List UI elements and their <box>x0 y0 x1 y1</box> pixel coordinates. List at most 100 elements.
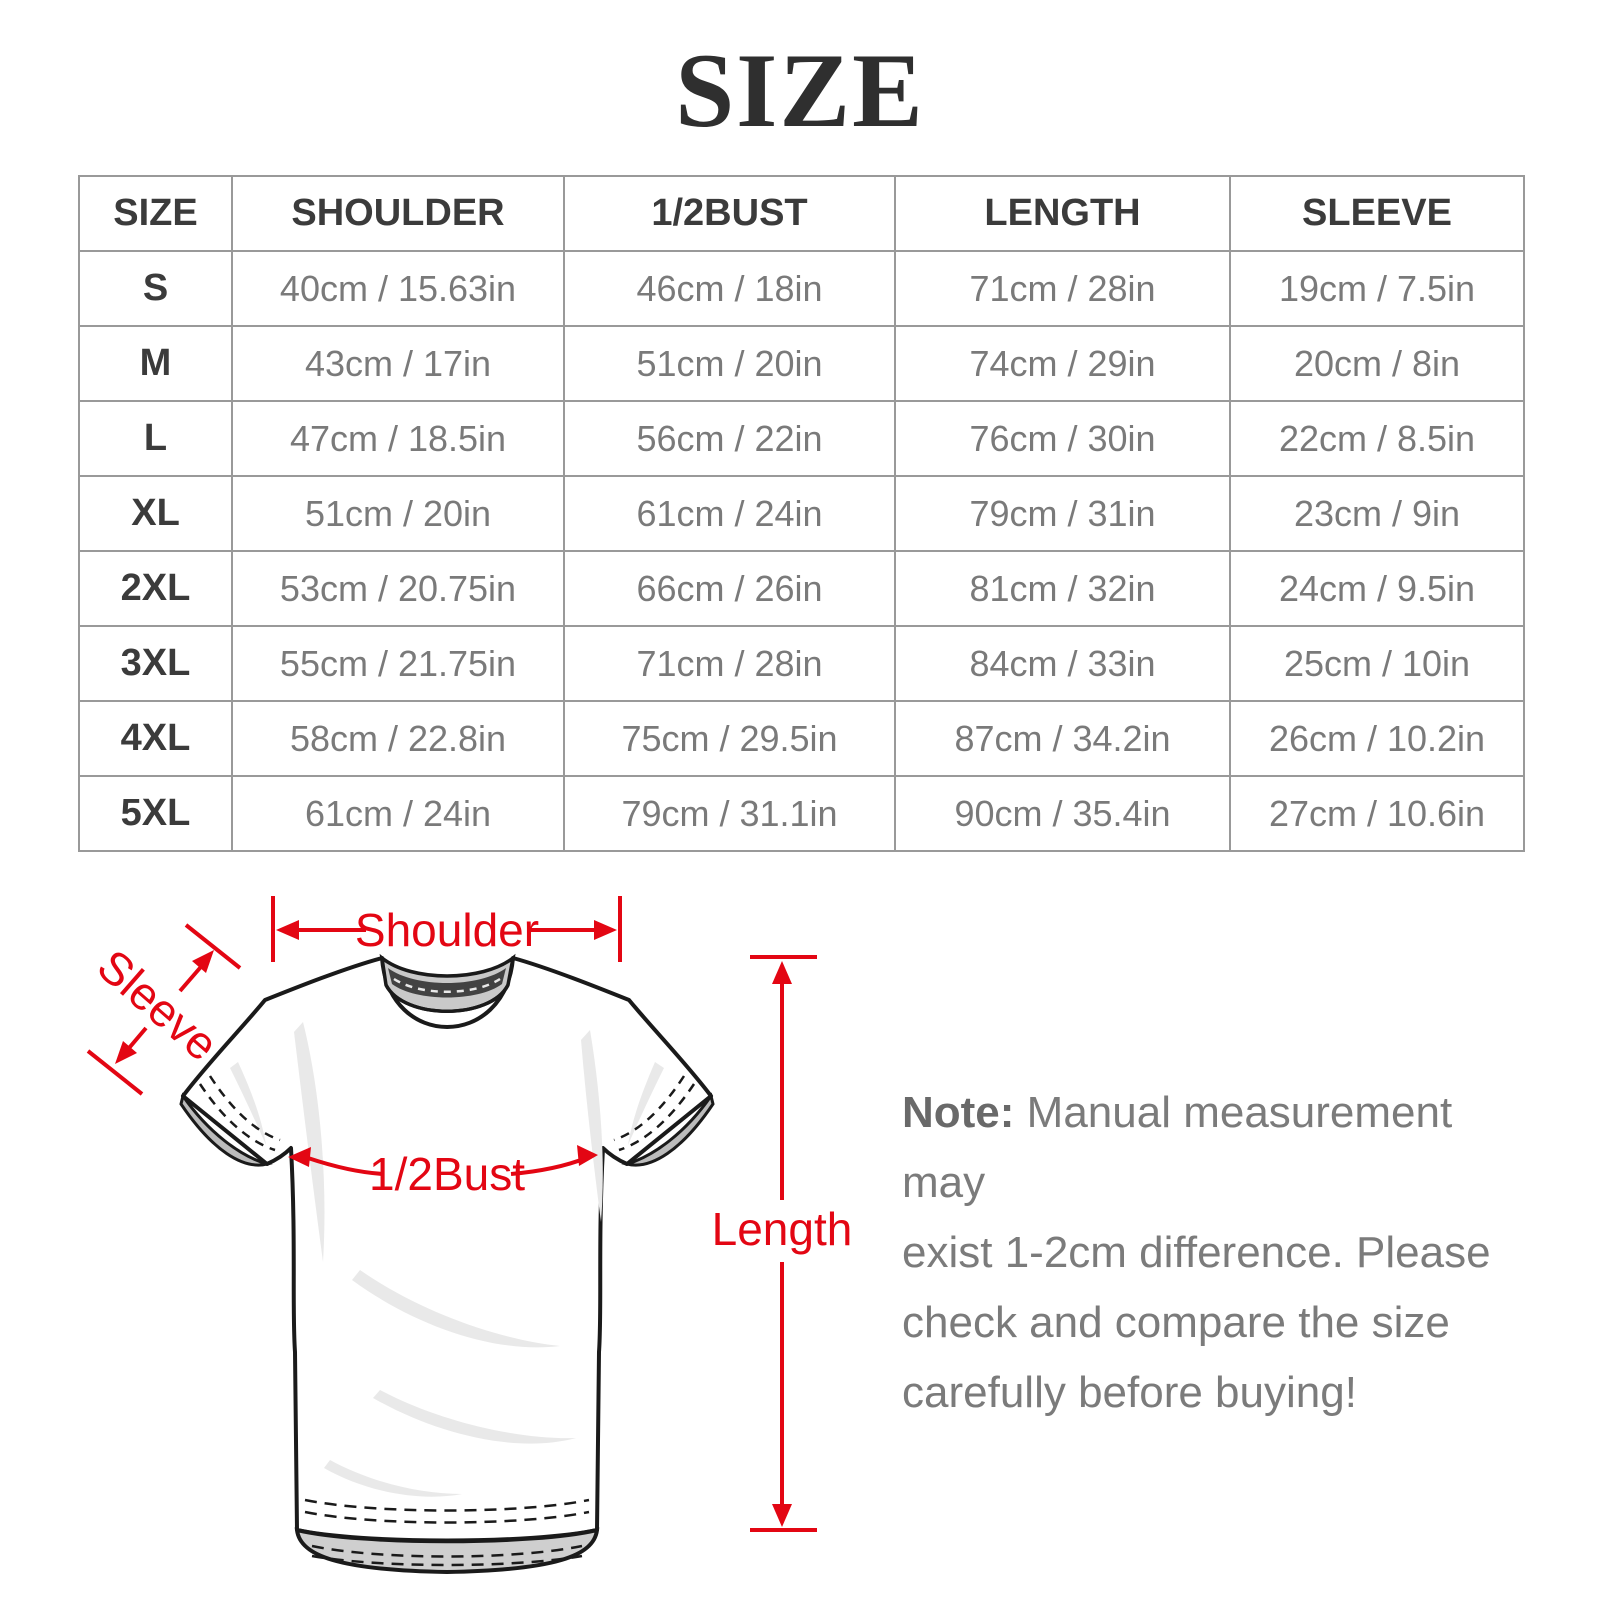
size-cell: 4XL <box>78 700 233 777</box>
wrinkle-shading <box>352 1270 560 1348</box>
sleeve-cell: 23cm / 9in <box>1229 475 1525 552</box>
wrinkle-shading <box>373 1390 576 1444</box>
note-label: Note: <box>902 1088 1015 1137</box>
table-row: XL 51cm / 20in 61cm / 24in 79cm / 31in 2… <box>78 475 1525 552</box>
wrinkle-shading <box>294 1022 325 1262</box>
table-row: 5XL 61cm / 24in 79cm / 31.1in 90cm / 35.… <box>78 775 1525 852</box>
bust-cell: 61cm / 24in <box>563 475 896 552</box>
column-header-length: LENGTH <box>894 175 1231 252</box>
table-row: S 40cm / 15.63in 46cm / 18in 71cm / 28in… <box>78 250 1525 327</box>
bust-cell: 75cm / 29.5in <box>563 700 896 777</box>
hem-band-stitch <box>311 1554 583 1567</box>
bust-cell: 66cm / 26in <box>563 550 896 627</box>
column-header-shoulder: SHOULDER <box>231 175 565 252</box>
length-label: Length <box>712 1203 853 1255</box>
sleeve-cell: 27cm / 10.6in <box>1229 775 1525 852</box>
wrinkle-shading <box>230 1062 266 1145</box>
shoulder-cell: 43cm / 17in <box>231 325 565 402</box>
shoulder-cell: 61cm / 24in <box>231 775 565 852</box>
arrow-down-left-icon <box>115 1041 137 1064</box>
arrow-down-icon <box>772 1504 792 1527</box>
arrow-right-icon <box>594 920 617 940</box>
shoulder-cell: 51cm / 20in <box>231 475 565 552</box>
sleeve-cell: 24cm / 9.5in <box>1229 550 1525 627</box>
shoulder-cell: 47cm / 18.5in <box>231 400 565 477</box>
page-title: SIZE <box>675 32 925 149</box>
sleeve-cell: 22cm / 8.5in <box>1229 400 1525 477</box>
length-cell: 76cm / 30in <box>894 400 1231 477</box>
size-cell: 5XL <box>78 775 233 852</box>
size-cell: S <box>78 250 233 327</box>
right-cuff-stitch <box>613 1075 686 1142</box>
table-row: M 43cm / 17in 51cm / 20in 74cm / 29in 20… <box>78 325 1525 402</box>
length-cell: 84cm / 33in <box>894 625 1231 702</box>
table-row: 4XL 58cm / 22.8in 75cm / 29.5in 87cm / 3… <box>78 700 1525 777</box>
tshirt-body <box>181 956 713 1543</box>
note-line: Note: Manual measurement may <box>902 1078 1522 1218</box>
hem-stitch <box>304 1510 590 1524</box>
sleeve-cell: 25cm / 10in <box>1229 625 1525 702</box>
tshirt-measurement-diagram: Shoulder Sleeve 1/2Bust Length <box>86 896 853 1575</box>
bust-annotation: 1/2Bust <box>288 1145 598 1200</box>
bust-cell: 46cm / 18in <box>563 250 896 327</box>
length-cell: 71cm / 28in <box>894 250 1231 327</box>
wrinkle-shading <box>628 1062 664 1145</box>
tshirt-illustration <box>179 953 715 1575</box>
arrow-right-icon <box>577 1145 598 1166</box>
shoulder-label: Shoulder <box>355 904 539 956</box>
collar-tape <box>388 968 506 998</box>
size-cell: XL <box>78 475 233 552</box>
column-header-bust: 1/2BUST <box>563 175 896 252</box>
shoulder-annotation: Shoulder <box>271 896 622 962</box>
hem-band-stitch <box>311 1544 583 1558</box>
column-header-size: SIZE <box>78 175 233 252</box>
table-row: L 47cm / 18.5in 56cm / 22in 76cm / 30in … <box>78 400 1525 477</box>
table-row: 3XL 55cm / 21.75in 71cm / 28in 84cm / 33… <box>78 625 1525 702</box>
shoulder-cell: 55cm / 21.75in <box>231 625 565 702</box>
note-text: Manual measurement may <box>902 1088 1453 1207</box>
size-cell: 3XL <box>78 625 233 702</box>
length-annotation: Length <box>712 955 853 1532</box>
note-block: Note: Manual measurement may exist 1-2cm… <box>902 1078 1522 1428</box>
size-table: SIZE SHOULDER 1/2BUST LENGTH SLEEVE S 40… <box>78 175 1525 852</box>
arrow-up-icon <box>772 961 792 984</box>
collar-tape-stitch <box>393 977 501 993</box>
bust-cell: 71cm / 28in <box>563 625 896 702</box>
length-cell: 74cm / 29in <box>894 325 1231 402</box>
arrow-left-icon <box>276 920 299 940</box>
sleeve-tick-bottom <box>86 1049 144 1096</box>
shoulder-cell: 40cm / 15.63in <box>231 250 565 327</box>
arrow-left-icon <box>288 1147 311 1167</box>
shoulder-cell: 58cm / 22.8in <box>231 700 565 777</box>
collar-band-edge <box>384 984 510 1013</box>
sleeve-arrow-line <box>178 959 208 993</box>
left-cuff-inner <box>179 1092 273 1167</box>
left-cuff-stitch <box>208 1075 281 1142</box>
sleeve-cell: 19cm / 7.5in <box>1229 250 1525 327</box>
note-line: exist 1-2cm difference. Please <box>902 1228 1491 1277</box>
table-row: 2XL 53cm / 20.75in 66cm / 26in 81cm / 32… <box>78 550 1525 627</box>
bust-cell: 79cm / 31.1in <box>563 775 896 852</box>
bust-cell: 51cm / 20in <box>563 325 896 402</box>
note-line: carefully before buying! <box>902 1368 1357 1417</box>
hem-stitch <box>304 1498 590 1512</box>
length-cell: 87cm / 34.2in <box>894 700 1231 777</box>
length-cell: 81cm / 32in <box>894 550 1231 627</box>
shoulder-cell: 53cm / 20.75in <box>231 550 565 627</box>
bust-arrow-line <box>307 1156 384 1176</box>
table-header-row: SIZE SHOULDER 1/2BUST LENGTH SLEEVE <box>78 175 1525 252</box>
size-cell: L <box>78 400 233 477</box>
right-cuff-inner <box>621 1092 715 1167</box>
column-header-sleeve: SLEEVE <box>1229 175 1525 252</box>
wrinkle-shading <box>324 1460 462 1497</box>
sleeve-cell: 20cm / 8in <box>1229 325 1525 402</box>
bust-label: 1/2Bust <box>369 1148 525 1200</box>
wrinkle-shading <box>581 1030 603 1222</box>
note-line: check and compare the size <box>902 1298 1450 1347</box>
sleeve-cell: 26cm / 10.2in <box>1229 700 1525 777</box>
size-cell: 2XL <box>78 550 233 627</box>
length-cell: 90cm / 35.4in <box>894 775 1231 852</box>
bust-cell: 56cm / 22in <box>563 400 896 477</box>
size-cell: M <box>78 325 233 402</box>
